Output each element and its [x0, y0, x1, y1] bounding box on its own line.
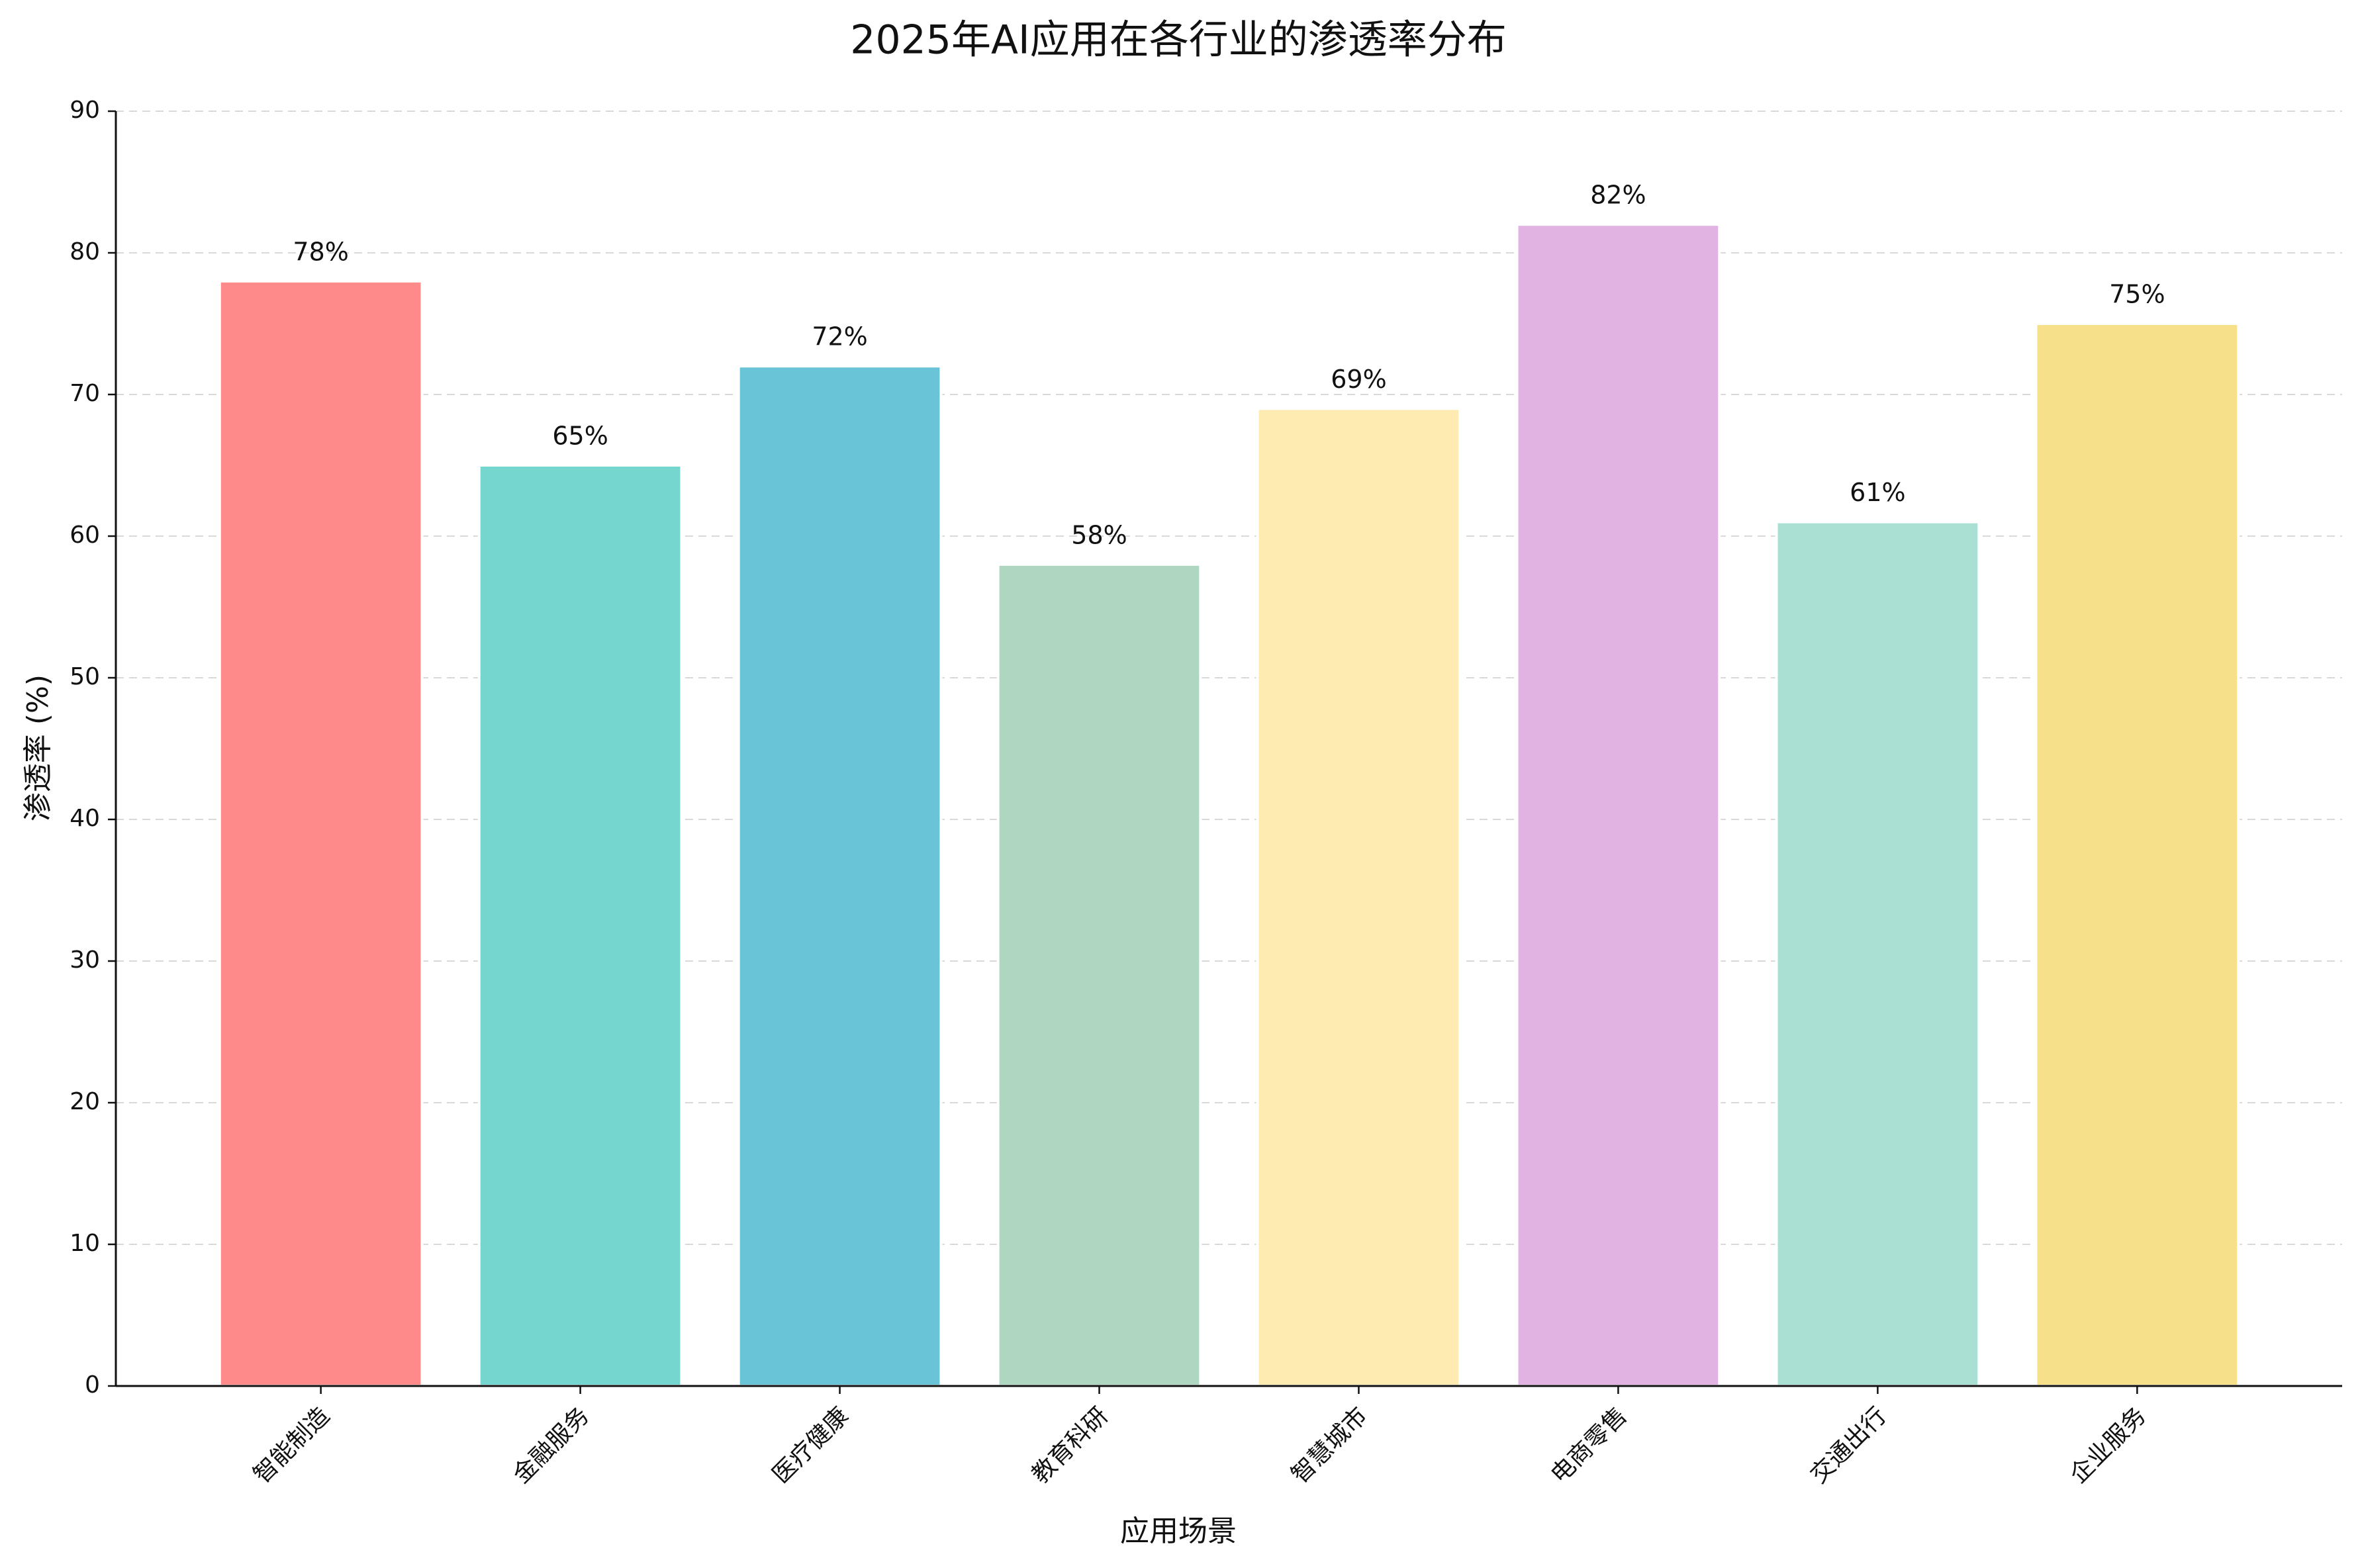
bar: [218, 279, 424, 1387]
value-label: 82%: [1590, 181, 1646, 210]
y-tick-label: 80: [70, 238, 100, 265]
bar: [477, 464, 683, 1387]
x-tick-label: 金融服务: [508, 1402, 594, 1489]
y-tick-label: 20: [70, 1088, 100, 1115]
value-label: 69%: [1331, 365, 1386, 394]
y-tick-label: 70: [70, 380, 100, 407]
value-label: 65%: [552, 422, 608, 451]
value-label: 75%: [2109, 280, 2165, 309]
bar: [2034, 322, 2240, 1387]
y-tick-label: 10: [70, 1230, 100, 1257]
x-tick-label: 交通出行: [1805, 1402, 1892, 1489]
bar: [996, 563, 1202, 1387]
bar: [1775, 520, 1981, 1387]
x-axis-label: 应用场景: [1120, 1514, 1237, 1548]
bar: [737, 365, 943, 1388]
y-tick-label: 30: [70, 946, 100, 974]
y-tick-label: 0: [85, 1371, 100, 1399]
value-label: 72%: [812, 322, 867, 351]
x-tick-label: 医疗健康: [767, 1402, 854, 1489]
chart-title: 2025年AI应用在各行业的渗透率分布: [850, 17, 1506, 64]
value-label: 78%: [293, 237, 348, 266]
y-tick-label: 60: [70, 522, 100, 549]
y-tick-label: 40: [70, 805, 100, 832]
bar: [1256, 407, 1462, 1387]
x-tick-label: 智能制造: [248, 1402, 335, 1489]
value-label: 61%: [1850, 478, 1905, 507]
y-tick-label: 50: [70, 663, 100, 690]
bar: [1515, 223, 1721, 1388]
x-tick-label: 企业服务: [2065, 1402, 2151, 1489]
x-tick-label: 智慧城市: [1286, 1402, 1373, 1489]
y-axis-label: 渗透率 (%): [21, 674, 55, 821]
value-label: 58%: [1071, 520, 1127, 549]
x-tick-label: 教育科研: [1027, 1402, 1113, 1489]
x-tick-label: 电商零售: [1546, 1402, 1632, 1489]
y-tick-label: 90: [70, 97, 100, 124]
